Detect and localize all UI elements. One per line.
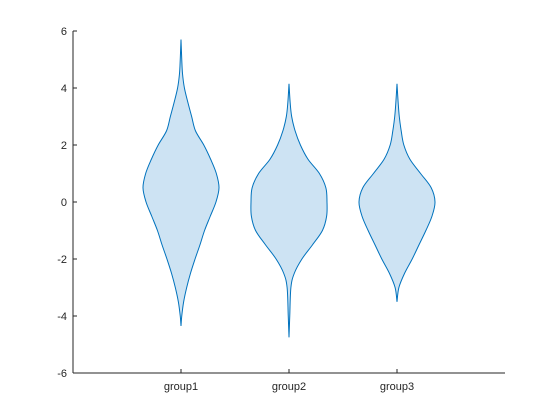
violin-group1 xyxy=(142,39,220,327)
y-tick-label: -4 xyxy=(57,311,67,323)
violin-group2 xyxy=(250,83,328,338)
y-tick-label: 4 xyxy=(61,83,67,95)
axes: -6 -4 -2 0 2 4 6 group1 group2 group3 xyxy=(57,26,505,393)
violin-layer xyxy=(142,39,436,338)
y-tick-label: -6 xyxy=(57,368,67,380)
y-tick-label: 6 xyxy=(61,26,67,38)
y-tick-label: 2 xyxy=(61,140,67,152)
x-tick-label-group3: group3 xyxy=(380,381,414,393)
y-tick-label: 0 xyxy=(61,197,67,209)
violin-group3 xyxy=(358,83,436,302)
y-tick-label: -2 xyxy=(57,254,67,266)
x-tick-label-group1: group1 xyxy=(164,381,198,393)
x-tick-label-group2: group2 xyxy=(272,381,306,393)
